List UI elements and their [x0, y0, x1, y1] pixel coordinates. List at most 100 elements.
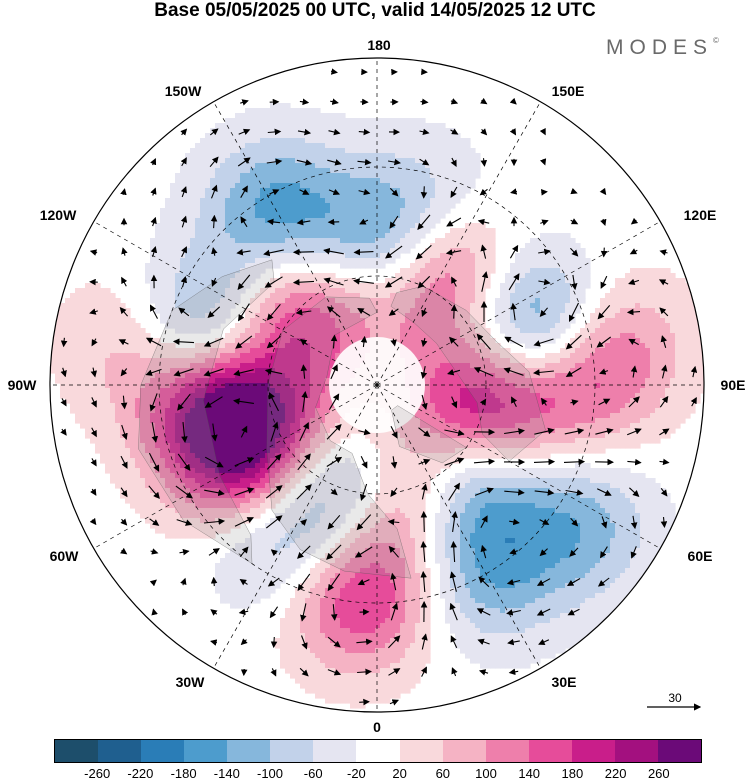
anomaly-cell — [395, 168, 401, 174]
anomaly-cell — [100, 373, 106, 379]
anomaly-cell — [300, 153, 306, 159]
anomaly-cell — [70, 348, 76, 354]
anomaly-cell — [620, 313, 626, 319]
anomaly-cell — [355, 283, 361, 289]
anomaly-cell — [345, 128, 351, 134]
anomaly-cell — [185, 223, 191, 229]
anomaly-cell — [330, 318, 336, 324]
anomaly-cell — [295, 138, 301, 144]
anomaly-cell — [405, 118, 411, 124]
anomaly-cell — [295, 168, 301, 174]
anomaly-cell — [415, 268, 421, 274]
anomaly-cell — [380, 153, 386, 159]
anomaly-cell — [525, 258, 531, 264]
anomaly-cell — [120, 303, 126, 309]
anomaly-cell — [310, 323, 316, 329]
anomaly-cell — [410, 243, 416, 249]
anomaly-cell — [75, 308, 81, 314]
anomaly-cell — [335, 138, 341, 144]
anomaly-cell — [105, 293, 111, 299]
anomaly-cell — [630, 293, 636, 299]
anomaly-cell — [80, 358, 86, 364]
anomaly-cell — [190, 383, 196, 389]
anomaly-cell — [470, 233, 476, 239]
anomaly-cell — [615, 313, 621, 319]
anomaly-cell — [170, 228, 176, 234]
anomaly-cell — [320, 163, 326, 169]
anomaly-cell — [555, 268, 561, 274]
anomaly-cell — [295, 298, 301, 304]
anomaly-cell — [195, 388, 201, 394]
anomaly-cell — [110, 338, 116, 344]
anomaly-cell — [330, 183, 336, 189]
anomaly-cell — [95, 368, 101, 374]
anomaly-cell — [120, 328, 126, 334]
anomaly-cell — [220, 123, 226, 129]
anomaly-cell — [330, 193, 336, 199]
anomaly-cell — [485, 348, 491, 354]
anomaly-cell — [235, 378, 241, 384]
anomaly-cell — [665, 273, 671, 279]
anomaly-cell — [175, 398, 181, 404]
anomaly-cell — [345, 158, 351, 164]
anomaly-cell — [235, 188, 241, 194]
anomaly-cell — [135, 388, 141, 394]
anomaly-cell — [290, 178, 296, 184]
anomaly-cell — [630, 323, 636, 329]
anomaly-cell — [175, 258, 181, 264]
anomaly-cell — [80, 303, 86, 309]
anomaly-cell — [160, 353, 166, 359]
anomaly-cell — [525, 278, 531, 284]
anomaly-cell — [400, 318, 406, 324]
anomaly-cell — [335, 203, 341, 209]
anomaly-cell — [440, 293, 446, 299]
anomaly-cell — [165, 263, 171, 269]
anomaly-cell — [235, 328, 241, 334]
anomaly-cell — [125, 363, 131, 369]
anomaly-cell — [85, 303, 91, 309]
anomaly-cell — [485, 243, 491, 249]
anomaly-cell — [155, 378, 161, 384]
anomaly-cell — [635, 378, 641, 384]
anomaly-cell — [570, 253, 576, 259]
anomaly-cell — [220, 373, 226, 379]
anomaly-cell — [690, 388, 696, 394]
anomaly-cell — [365, 178, 371, 184]
anomaly-cell — [435, 263, 441, 269]
anomaly-cell — [330, 243, 336, 249]
anomaly-cell — [615, 368, 621, 374]
anomaly-cell — [545, 263, 551, 269]
anomaly-cell — [290, 158, 296, 164]
anomaly-cell — [340, 313, 346, 319]
anomaly-cell — [430, 303, 436, 309]
anomaly-cell — [65, 313, 71, 319]
anomaly-cell — [425, 373, 431, 379]
anomaly-cell — [545, 333, 551, 339]
anomaly-cell — [470, 338, 476, 344]
anomaly-cell — [385, 298, 391, 304]
anomaly-cell — [295, 108, 301, 114]
anomaly-cell — [425, 343, 431, 349]
anomaly-cell — [520, 303, 526, 309]
anomaly-cell — [255, 303, 261, 309]
anomaly-cell — [365, 328, 371, 334]
anomaly-cell — [470, 283, 476, 289]
anomaly-cell — [130, 378, 136, 384]
anomaly-cell — [325, 363, 331, 369]
anomaly-cell — [290, 338, 296, 344]
anomaly-cell — [135, 343, 141, 349]
anomaly-cell — [610, 303, 616, 309]
anomaly-cell — [305, 288, 311, 294]
anomaly-cell — [395, 338, 401, 344]
anomaly-cell — [550, 363, 556, 369]
anomaly-cell — [475, 238, 481, 244]
anomaly-cell — [435, 333, 441, 339]
anomaly-cell — [340, 233, 346, 239]
anomaly-cell — [90, 313, 96, 319]
anomaly-cell — [125, 383, 131, 389]
anomaly-cell — [345, 243, 351, 249]
anomaly-cell — [235, 238, 241, 244]
anomaly-cell — [265, 183, 271, 189]
anomaly-cell — [660, 358, 666, 364]
anomaly-cell — [250, 233, 256, 239]
